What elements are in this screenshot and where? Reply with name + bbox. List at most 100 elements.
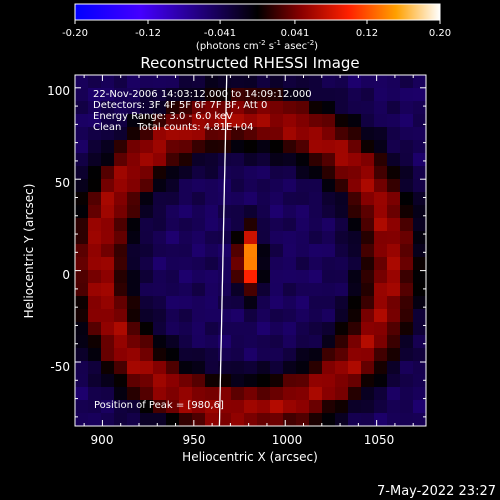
- heatmap-cell: [88, 348, 102, 362]
- heatmap-cell: [205, 374, 219, 388]
- heatmap-cell: [322, 270, 336, 284]
- heatmap-cell: [140, 387, 154, 401]
- heatmap-cell: [192, 374, 206, 388]
- heatmap-cell: [218, 361, 232, 375]
- heatmap-cell: [166, 413, 180, 426]
- heatmap-cell: [296, 192, 310, 206]
- heatmap-cell: [127, 413, 141, 426]
- heatmap-cell: [296, 205, 310, 219]
- heatmap-cell: [309, 205, 323, 219]
- x-tick-label: 900: [91, 433, 114, 447]
- heatmap-cell: [205, 140, 219, 154]
- heatmap-cell: [270, 205, 284, 219]
- heatmap-cell: [348, 309, 362, 323]
- heatmap-cell: [166, 179, 180, 193]
- heatmap-cell: [140, 140, 154, 154]
- heatmap-cell: [296, 218, 310, 232]
- heatmap-cell: [322, 140, 336, 154]
- heatmap-cell: [153, 114, 167, 128]
- heatmap-cell: [127, 231, 141, 245]
- heatmap-cell: [335, 413, 349, 426]
- heatmap-cell: [270, 283, 284, 297]
- heatmap-cell: [309, 127, 323, 141]
- heatmap-cell: [374, 114, 388, 128]
- heatmap-cell: [413, 153, 426, 167]
- heatmap-cell: [374, 335, 388, 349]
- heatmap-cell: [244, 153, 258, 167]
- heatmap-cell: [101, 244, 115, 258]
- heatmap-cell: [75, 101, 89, 115]
- heatmap-cell: [283, 179, 297, 193]
- heatmap-cell: [374, 88, 388, 102]
- heatmap-cell: [166, 153, 180, 167]
- heatmap-cell: [244, 205, 258, 219]
- heatmap-cell: [348, 114, 362, 128]
- heatmap-cell: [413, 348, 426, 362]
- heatmap-cell: [75, 75, 89, 89]
- heatmap-cell: [270, 231, 284, 245]
- heatmap-cell: [218, 75, 232, 89]
- heatmap-cell: [205, 322, 219, 336]
- heatmap-cell: [101, 114, 115, 128]
- heatmap-cell: [231, 153, 245, 167]
- heatmap-cell: [348, 387, 362, 401]
- heatmap-cell: [283, 127, 297, 141]
- heatmap-cell: [127, 296, 141, 310]
- heatmap-cell: [309, 348, 323, 362]
- heatmap-cell: [387, 400, 401, 414]
- heatmap-cell: [257, 348, 271, 362]
- heatmap-cell: [257, 101, 271, 115]
- heatmap-cell: [140, 257, 154, 271]
- heatmap-cell: [179, 309, 193, 323]
- heatmap-cell: [348, 283, 362, 297]
- heatmap-cell: [88, 88, 102, 102]
- heatmap-cell: [231, 114, 245, 128]
- heatmap-cell: [244, 387, 258, 401]
- heatmap-cell: [101, 387, 115, 401]
- heatmap-cell: [179, 283, 193, 297]
- heatmap-cell: [192, 114, 206, 128]
- heatmap-cell: [179, 127, 193, 141]
- heatmap-cell: [257, 231, 271, 245]
- heatmap-cell: [75, 335, 89, 349]
- heatmap-cell: [75, 257, 89, 271]
- heatmap-cell: [88, 75, 102, 89]
- heatmap-cell: [140, 335, 154, 349]
- heatmap-cell: [127, 309, 141, 323]
- heatmap-cell: [114, 257, 128, 271]
- heatmap-cell: [257, 361, 271, 375]
- heatmap-cell: [140, 413, 154, 426]
- heatmap-cell: [257, 114, 271, 128]
- heatmap-cell: [244, 322, 258, 336]
- heatmap-cell: [283, 400, 297, 414]
- heatmap-cell: [166, 322, 180, 336]
- heatmap-image: [75, 75, 426, 426]
- heatmap-cell: [218, 244, 232, 258]
- heatmap-cell: [114, 322, 128, 336]
- heatmap-cell: [270, 322, 284, 336]
- heatmap-cell: [101, 296, 115, 310]
- heatmap-cell: [387, 296, 401, 310]
- heatmap-cell: [166, 361, 180, 375]
- heatmap-cell: [114, 231, 128, 245]
- heatmap-cell: [140, 283, 154, 297]
- heatmap-cell: [218, 192, 232, 206]
- heatmap-cell: [218, 205, 232, 219]
- heatmap-cell: [400, 114, 414, 128]
- heatmap-cell: [374, 322, 388, 336]
- heatmap-cell: [75, 88, 89, 102]
- heatmap-cell: [335, 244, 349, 258]
- heatmap-cell: [140, 192, 154, 206]
- heatmap-cell: [400, 400, 414, 414]
- heatmap-cell: [140, 374, 154, 388]
- heatmap-cell: [361, 322, 375, 336]
- heatmap-cell: [374, 205, 388, 219]
- heatmap-cell: [75, 283, 89, 297]
- heatmap-cell: [322, 257, 336, 271]
- heatmap-cell: [296, 231, 310, 245]
- heatmap-cell: [387, 88, 401, 102]
- heatmap-cell: [140, 296, 154, 310]
- heatmap-cell: [231, 322, 245, 336]
- heatmap-cell: [88, 231, 102, 245]
